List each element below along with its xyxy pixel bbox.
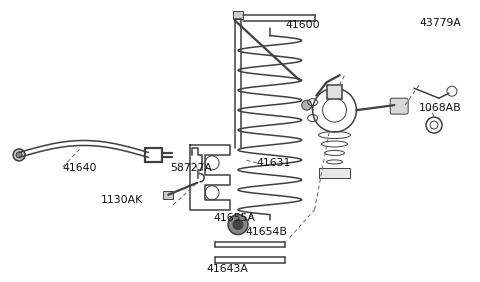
Circle shape	[16, 152, 22, 158]
FancyBboxPatch shape	[390, 98, 408, 114]
Circle shape	[13, 149, 25, 161]
FancyBboxPatch shape	[319, 168, 350, 178]
Text: 41654B: 41654B	[245, 226, 287, 237]
Text: 1130AK: 1130AK	[101, 195, 143, 205]
FancyBboxPatch shape	[163, 191, 173, 199]
Text: 58727A: 58727A	[170, 163, 212, 173]
FancyBboxPatch shape	[233, 11, 243, 19]
Text: 41643A: 41643A	[206, 264, 248, 274]
Text: 41655A: 41655A	[213, 213, 255, 222]
Text: 41600: 41600	[286, 19, 320, 30]
Text: 41631: 41631	[257, 158, 291, 168]
FancyBboxPatch shape	[326, 85, 343, 99]
Text: 43779A: 43779A	[419, 17, 461, 28]
Text: 41640: 41640	[63, 163, 97, 173]
Circle shape	[228, 215, 248, 235]
Text: 1068AB: 1068AB	[419, 103, 462, 113]
Circle shape	[302, 100, 312, 110]
Circle shape	[233, 220, 243, 230]
